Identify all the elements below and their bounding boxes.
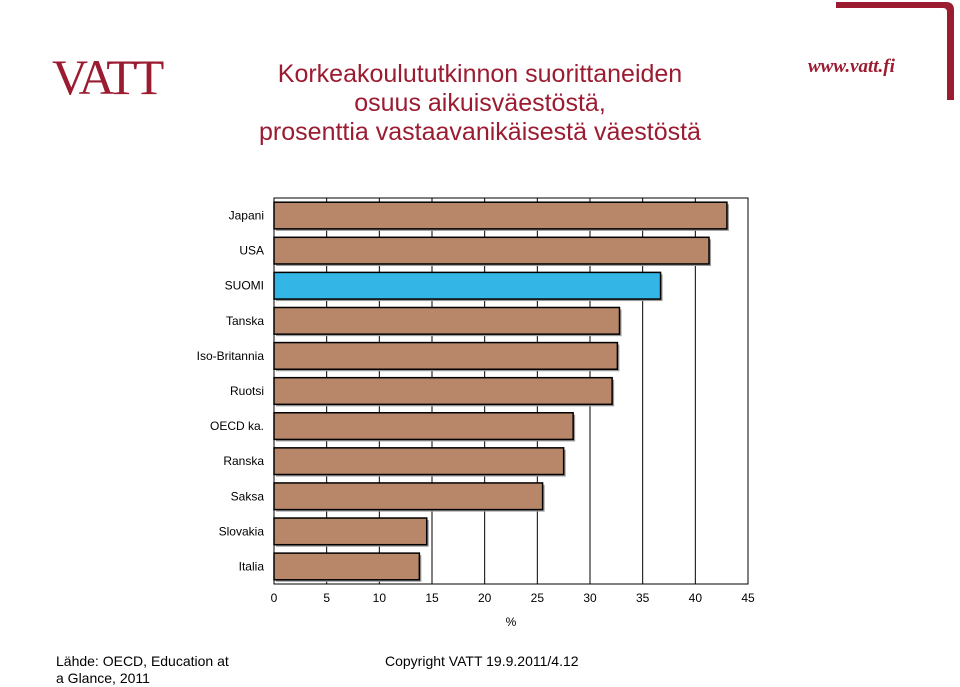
x-axis-label: % xyxy=(506,615,517,629)
x-tick-label: 20 xyxy=(478,591,492,605)
x-tick-label: 45 xyxy=(741,591,755,605)
bar xyxy=(273,201,728,230)
bar-chart: Japani USA SUOMI Tanska Iso-Britannia Ruotsi O… xyxy=(197,197,755,629)
bar xyxy=(273,236,710,265)
x-tick-label: 35 xyxy=(636,591,650,605)
category-label: Italia xyxy=(239,559,265,573)
category-label: SUOMI xyxy=(225,279,264,293)
x-tick-label: 15 xyxy=(425,591,439,605)
title-line-3: prosenttia vastaavanikäisestä väestöstä xyxy=(259,118,701,146)
x-tick-label: 5 xyxy=(323,591,330,605)
category-label: Saksa xyxy=(231,489,265,503)
source-note: Lähde: OECD, Education at a Glance, 2011 xyxy=(56,653,229,687)
bar xyxy=(273,376,613,406)
bar xyxy=(273,552,421,581)
bar xyxy=(273,341,619,370)
copyright-note: Copyright VATT 19.9.2011/4.12 xyxy=(385,653,579,669)
website-link[interactable]: www.vatt.fi xyxy=(808,56,895,77)
vatt-logo: VATT xyxy=(52,49,164,105)
category-label: Slovakia xyxy=(219,524,265,538)
bar xyxy=(273,271,662,300)
category-label: OECD ka. xyxy=(210,419,264,433)
x-tick-label: 10 xyxy=(373,591,387,605)
source-line-2: a Glance, 2011 xyxy=(56,670,150,686)
x-tick-label: 30 xyxy=(583,591,597,605)
page-title: Korkeakoulututkinnon suorittaneiden osuu… xyxy=(160,60,800,147)
category-label: Iso-Britannia xyxy=(197,349,265,363)
bar xyxy=(273,482,544,511)
source-line-1: Lähde: OECD, Education at xyxy=(56,653,229,669)
category-label: Ranska xyxy=(223,454,264,468)
x-tick-label: 40 xyxy=(689,591,703,605)
bar xyxy=(273,517,428,546)
category-label: Tanska xyxy=(226,314,264,328)
bar xyxy=(273,306,621,335)
title-line-1: Korkeakoulututkinnon suorittaneiden xyxy=(277,60,683,88)
category-label: Japani xyxy=(229,209,264,223)
category-label: Ruotsi xyxy=(230,384,264,398)
bar xyxy=(273,447,565,476)
x-tick-label: 25 xyxy=(531,591,545,605)
category-label: USA xyxy=(239,244,264,258)
x-tick-label: 0 xyxy=(271,591,278,605)
title-line-2: osuus aikuisväestöstä, xyxy=(354,89,606,117)
bar xyxy=(273,412,574,441)
